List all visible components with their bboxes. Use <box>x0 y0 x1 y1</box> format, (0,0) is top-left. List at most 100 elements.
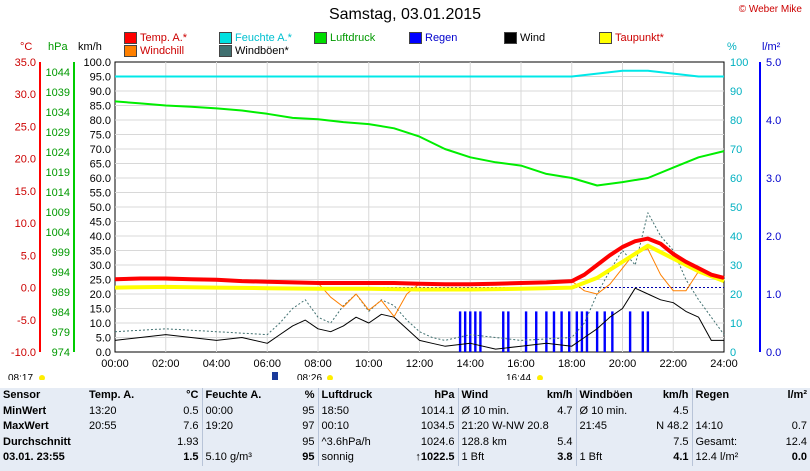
rain-bar <box>535 311 538 352</box>
humidity-tick-label: 10 <box>730 318 742 330</box>
legend-temp: Temp. A.* <box>124 32 187 45</box>
wind-tick-label: 10.0 <box>90 318 111 330</box>
stats-table: Sensor Temp. A. °C Feuchte A. % Luftdruc… <box>0 388 810 466</box>
rain-bar <box>603 311 606 352</box>
stats-cell: 18:50 <box>321 404 350 417</box>
stats-cell <box>576 435 644 451</box>
stats-cell: 4.1 <box>644 450 693 466</box>
pressure-axis-unit: hPa <box>48 41 68 53</box>
humidity-tick-label: 0 <box>730 347 736 359</box>
stats-header-cell: Windböen <box>579 389 633 401</box>
temp-tick-label: 5.0 <box>21 250 36 262</box>
time-tick-label: 04:00 <box>203 358 231 370</box>
stats-header-cell: % <box>270 388 319 404</box>
temp-tick-label: 30.0 <box>15 89 36 101</box>
rain-bar <box>507 311 510 352</box>
stats-cell: 7.5 <box>644 434 693 450</box>
humidity-tick-label: 20 <box>730 289 742 301</box>
rain-bar <box>458 311 462 352</box>
time-tick-label: 20:00 <box>609 358 637 370</box>
humidity-tick-label: 70 <box>730 144 742 156</box>
stats-cell: 0.7 <box>791 420 807 432</box>
stats-cell: 0.5 <box>146 403 203 419</box>
temp-tick-label: 0.0 <box>21 283 36 295</box>
pressure-tick-label: 1014 <box>46 187 70 199</box>
pressure-tick-label: 1034 <box>46 107 70 119</box>
weather-chart: °C hPa km/h% l/m² 35.0 30.0 25.0 20.0 15.0 10.0 5.… <box>8 41 781 380</box>
stats-cell: 97 <box>270 419 319 435</box>
stats-cell: 1.5 <box>146 450 203 466</box>
day-marker-icon <box>272 372 278 380</box>
sun-icon <box>537 375 543 380</box>
wind-tick-label: 100.0 <box>83 57 111 69</box>
temp-tick-label: 25.0 <box>15 121 36 133</box>
stats-cell: 7.6 <box>146 419 203 435</box>
copyright-label: © Weber Mike <box>738 4 802 15</box>
stats-cell: 03.01. 23:55 <box>3 451 65 463</box>
legend-temp-swatch <box>124 32 137 45</box>
sun-icon <box>327 375 333 380</box>
legend-windchill-swatch <box>124 45 137 58</box>
wind-tick-label: 90.0 <box>90 86 111 98</box>
stats-cell: 1.93 <box>146 434 203 450</box>
stats-cell: 1034.5 <box>390 419 459 435</box>
pressure-tick-label: 999 <box>52 247 70 259</box>
humidity-tick-label: 30 <box>730 260 742 272</box>
stats-cell: sonnig <box>321 451 354 463</box>
pressure-tick-label: 1004 <box>46 227 70 239</box>
rain-bar <box>552 311 556 352</box>
stats-cell: 00:10 <box>321 420 350 432</box>
series-line-wind <box>114 287 724 350</box>
stats-header-cell: Feuchte A. <box>205 389 262 401</box>
pressure-tick-label: 1029 <box>46 127 70 139</box>
rain-tick-label: 3.0 <box>766 173 781 185</box>
stats-header-cell: Sensor <box>3 389 41 401</box>
legend-gusts-label: Windböen* <box>235 45 289 57</box>
wind-axis-unit: km/h <box>78 41 102 53</box>
pressure-tick-label: 974 <box>52 347 70 359</box>
wind-tick-label: 70.0 <box>90 144 111 156</box>
humidity-tick-label: 80 <box>730 115 742 127</box>
series-line-luftdruck <box>114 100 725 187</box>
time-tick-label: 18:00 <box>558 358 586 370</box>
humidity-tick-label: 90 <box>730 86 742 98</box>
pressure-tick-label: 1019 <box>46 167 70 179</box>
pressure-tick-label: 989 <box>52 287 70 299</box>
stats-header-cell: Luftdruck <box>321 389 373 401</box>
stats-cell: 4.5 <box>644 403 693 419</box>
rain-bar <box>545 311 548 352</box>
legend-pressure: Luftdruck <box>314 32 375 45</box>
sunrise-time-label: 08:17 <box>8 373 33 380</box>
wind-tick-label: 0.0 <box>96 347 111 359</box>
stats-cell: N 48.2 <box>644 419 693 435</box>
rain-bar <box>580 311 584 352</box>
sun-icon <box>39 375 45 380</box>
stats-cell: 95 <box>270 450 319 466</box>
stats-cell: MaxWert <box>3 420 49 432</box>
stats-cell: 128.8 km <box>461 435 507 448</box>
temp-tick-label: -5.0 <box>17 315 36 327</box>
temp-tick-label: 15.0 <box>15 186 36 198</box>
wind-tick-label: 25.0 <box>90 275 111 287</box>
wind-tick-label: 60.0 <box>90 173 111 185</box>
wind-tick-label: 45.0 <box>90 217 111 229</box>
stats-cell: 12.4 <box>785 435 807 448</box>
rain-tick-label: 0.0 <box>766 347 781 359</box>
time-tick-label: 16:00 <box>507 358 535 370</box>
legend-dewpoint-swatch <box>599 32 612 45</box>
time-tick-label: 08:00 <box>304 358 332 370</box>
rain-bar <box>560 311 563 352</box>
series-line-feuchte-a <box>115 69 724 78</box>
stats-header-cell: hPa <box>390 388 459 404</box>
wind-tick-label: 55.0 <box>90 188 111 200</box>
wind-tick-label: 80.0 <box>90 115 111 127</box>
stats-cell: Ø 10 min. <box>579 404 628 417</box>
stats-header-cell: °C <box>146 388 203 404</box>
time-tick-label: 00:00 <box>101 358 129 370</box>
legend-wind-swatch <box>504 32 517 45</box>
rain-bar <box>463 311 467 352</box>
legend-humidity-label: Feuchte A.* <box>235 32 292 44</box>
stats-cell: 5.4 <box>538 434 577 450</box>
temp-tick-label: -10.0 <box>11 347 36 359</box>
time-tick-label: 06:00 <box>253 358 281 370</box>
